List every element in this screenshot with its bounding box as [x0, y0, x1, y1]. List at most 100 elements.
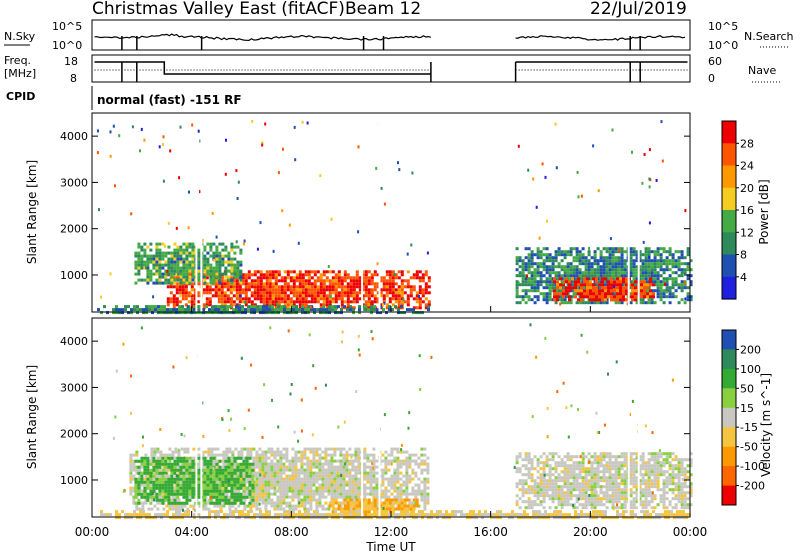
- data-cell: [641, 259, 645, 263]
- data-cell: [313, 270, 317, 274]
- data-cell: [297, 486, 301, 490]
- data-cell: [291, 447, 295, 451]
- data-cell: [556, 286, 559, 290]
- data-cell: [282, 447, 286, 451]
- noise-cell: [562, 281, 565, 285]
- data-cell: [183, 450, 187, 454]
- data-cell: [209, 459, 213, 463]
- data-cell: [149, 471, 153, 475]
- data-cell: [267, 489, 271, 493]
- data-cell: [420, 468, 424, 472]
- data-cell: [393, 486, 397, 490]
- data-cell: [214, 279, 218, 283]
- data-cell: [203, 471, 207, 475]
- data-cell: [150, 483, 154, 487]
- data-cell: [327, 447, 331, 451]
- noise-cell: [641, 181, 644, 185]
- data-cell: [539, 500, 543, 504]
- data-cell: [209, 465, 213, 469]
- data-cell: [524, 295, 528, 299]
- data-cell: [152, 486, 156, 490]
- data-cell: [602, 256, 606, 260]
- data-cell: [250, 279, 254, 283]
- data-cell: [206, 272, 210, 276]
- data-cell: [581, 286, 585, 290]
- data-cell: [385, 501, 389, 505]
- data-cell: [367, 291, 371, 295]
- data-cell: [162, 495, 166, 499]
- data-cell: [426, 468, 430, 472]
- data-cell: [557, 253, 561, 257]
- data-cell: [239, 272, 243, 276]
- data-cell: [165, 453, 169, 457]
- data-cell: [282, 498, 286, 502]
- data-cell: [171, 450, 175, 454]
- noise-cell: [383, 202, 386, 206]
- data-cell: [197, 483, 201, 487]
- data-cell: [203, 248, 207, 252]
- data-cell: [327, 459, 331, 463]
- data-cell: [191, 465, 195, 469]
- data-cell: [248, 501, 252, 505]
- data-cell: [264, 450, 268, 454]
- data-cell: [662, 301, 666, 305]
- data-cell: [153, 462, 157, 466]
- data-cell: [209, 486, 213, 490]
- data-cell: [352, 300, 356, 304]
- data-cell: [650, 277, 654, 281]
- data-cell: [276, 507, 280, 511]
- data-cell: [562, 289, 565, 293]
- data-cell: [595, 289, 598, 293]
- data-cell: [176, 254, 180, 258]
- data-cell: [536, 283, 540, 287]
- data-cell: [602, 280, 606, 284]
- data-cell: [224, 260, 228, 264]
- data-cell: [233, 486, 237, 490]
- data-cell: [267, 447, 271, 451]
- noise-cell: [406, 252, 409, 256]
- data-cell: [156, 450, 160, 454]
- data-cell: [306, 477, 310, 481]
- data-cell: [345, 489, 349, 493]
- data-cell: [307, 291, 311, 295]
- data-cell: [129, 471, 133, 475]
- data-cell: [224, 269, 228, 273]
- data-cell: [212, 501, 216, 505]
- data-cell: [665, 259, 669, 263]
- data-cell: [291, 489, 295, 493]
- data-cell: [186, 507, 190, 511]
- data-cell: [521, 494, 525, 498]
- data-cell: [165, 474, 169, 478]
- data-cell: [197, 248, 201, 252]
- data-cell: [182, 492, 186, 496]
- data-cell: [301, 303, 305, 307]
- data-cell: [227, 483, 231, 487]
- data-cell: [294, 456, 298, 460]
- data-cell: [620, 268, 624, 272]
- data-cell: [596, 265, 600, 269]
- data-cell: [236, 498, 240, 502]
- data-cell: [370, 276, 374, 280]
- data-cell: [223, 308, 226, 312]
- data-cell: [319, 288, 323, 292]
- data-cell: [242, 462, 246, 466]
- data-cell: [396, 462, 400, 466]
- data-cell: [188, 281, 192, 285]
- data-cell: [182, 474, 186, 478]
- data-cell: [202, 308, 205, 312]
- data-cell: [171, 507, 175, 511]
- data-cell: [530, 262, 534, 266]
- data-cell: [301, 276, 305, 280]
- data-cell: [203, 456, 207, 460]
- data-cell: [170, 462, 174, 466]
- data-cell: [370, 308, 373, 312]
- data-cell: [276, 474, 280, 478]
- data-cell: [191, 471, 195, 475]
- data-cell: [292, 300, 296, 304]
- data-cell: [412, 297, 416, 301]
- data-cell: [348, 492, 352, 496]
- data-cell: [427, 291, 431, 295]
- data-cell: [325, 297, 329, 301]
- data-cell: [689, 295, 693, 299]
